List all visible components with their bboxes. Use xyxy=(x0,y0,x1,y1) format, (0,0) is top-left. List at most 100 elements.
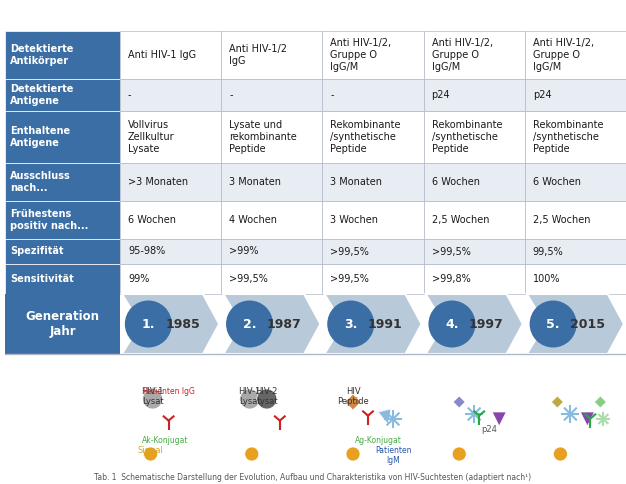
Text: -: - xyxy=(331,90,334,100)
Text: 1.: 1. xyxy=(141,318,155,331)
Bar xyxy=(5,201,120,239)
Bar xyxy=(424,31,525,79)
Text: >99,5%: >99,5% xyxy=(331,246,369,257)
Text: 1997: 1997 xyxy=(469,318,504,331)
Text: Rekombinante
/synthetische
Peptide: Rekombinante /synthetische Peptide xyxy=(331,121,401,153)
Text: Anti HIV-1/2
IgG: Anti HIV-1/2 IgG xyxy=(229,44,287,66)
Bar xyxy=(120,111,221,163)
Text: Generation
Jahr: Generation Jahr xyxy=(26,310,100,338)
Text: Anti HIV-1 IgG: Anti HIV-1 IgG xyxy=(128,50,196,60)
Polygon shape xyxy=(595,396,607,408)
Polygon shape xyxy=(345,394,361,410)
Text: 3.: 3. xyxy=(344,318,357,331)
Text: 6 Wochen: 6 Wochen xyxy=(533,177,581,187)
Text: 2.: 2. xyxy=(243,318,256,331)
Text: >99%: >99% xyxy=(229,246,259,257)
Text: Detektierte
Antikörper: Detektierte Antikörper xyxy=(10,44,73,66)
Text: Anti HIV-1/2,
Gruppe O
IgG/M: Anti HIV-1/2, Gruppe O IgG/M xyxy=(331,38,391,72)
Bar xyxy=(5,354,626,484)
Text: Signal: Signal xyxy=(138,446,163,455)
Text: >99,5%: >99,5% xyxy=(229,274,268,284)
Text: >3 Monaten: >3 Monaten xyxy=(128,177,188,187)
Text: -: - xyxy=(229,90,233,100)
Text: p24: p24 xyxy=(431,90,450,100)
Text: HIV-2
Lysat: HIV-2 Lysat xyxy=(255,387,278,407)
Text: 100%: 100% xyxy=(533,274,560,284)
Bar xyxy=(221,31,322,79)
Text: Lysate und
rekombinante
Peptide: Lysate und rekombinante Peptide xyxy=(229,121,297,153)
Bar xyxy=(322,79,424,111)
Bar xyxy=(221,264,322,294)
Circle shape xyxy=(240,389,260,409)
Circle shape xyxy=(227,301,272,347)
Text: Ausschluss
nach...: Ausschluss nach... xyxy=(10,171,71,193)
Circle shape xyxy=(143,447,158,461)
Bar xyxy=(322,111,424,163)
Text: Enthaltene
Antigene: Enthaltene Antigene xyxy=(10,126,70,148)
Bar xyxy=(424,201,525,239)
Bar xyxy=(424,239,525,264)
Bar xyxy=(424,111,525,163)
Text: 3 Wochen: 3 Wochen xyxy=(331,215,378,225)
Polygon shape xyxy=(426,294,523,354)
Text: 6 Wochen: 6 Wochen xyxy=(431,177,480,187)
Bar xyxy=(5,239,120,264)
Bar xyxy=(221,79,322,111)
Bar xyxy=(525,79,626,111)
Bar xyxy=(221,201,322,239)
Bar xyxy=(424,79,525,111)
Text: Frühestens
positiv nach...: Frühestens positiv nach... xyxy=(10,209,88,231)
Polygon shape xyxy=(378,409,391,424)
Bar xyxy=(322,264,424,294)
Bar xyxy=(525,239,626,264)
Polygon shape xyxy=(527,294,624,354)
Bar xyxy=(120,201,221,239)
Polygon shape xyxy=(552,396,563,408)
Bar xyxy=(120,239,221,264)
Text: 99,5%: 99,5% xyxy=(533,246,563,257)
Bar xyxy=(5,31,120,79)
Bar xyxy=(322,31,424,79)
Circle shape xyxy=(346,447,360,461)
Bar xyxy=(322,163,424,201)
Circle shape xyxy=(429,301,475,347)
Bar xyxy=(221,111,322,163)
Bar xyxy=(120,79,221,111)
Bar xyxy=(120,264,221,294)
Bar xyxy=(5,294,120,354)
Circle shape xyxy=(452,447,466,461)
Text: 5.: 5. xyxy=(546,318,560,331)
Text: HIV-1
Lysat: HIV-1 Lysat xyxy=(141,387,164,407)
Circle shape xyxy=(328,301,374,347)
Polygon shape xyxy=(122,294,219,354)
Text: >99,8%: >99,8% xyxy=(431,274,470,284)
Polygon shape xyxy=(453,396,465,408)
Bar xyxy=(424,163,525,201)
Text: Rekombinante
/synthetische
Peptide: Rekombinante /synthetische Peptide xyxy=(533,121,603,153)
Circle shape xyxy=(553,447,567,461)
Text: 6 Wochen: 6 Wochen xyxy=(128,215,176,225)
Bar xyxy=(221,163,322,201)
Text: 4 Wochen: 4 Wochen xyxy=(229,215,277,225)
Polygon shape xyxy=(324,294,421,354)
Text: >99,5%: >99,5% xyxy=(331,274,369,284)
Text: Anti HIV-1/2,
Gruppe O
IgG/M: Anti HIV-1/2, Gruppe O IgG/M xyxy=(431,38,493,72)
Bar xyxy=(5,79,120,111)
Text: Vollvirus
Zellkultur
Lysate: Vollvirus Zellkultur Lysate xyxy=(128,121,175,153)
Bar xyxy=(322,201,424,239)
Bar xyxy=(322,239,424,264)
Text: Ag-Konjugat: Ag-Konjugat xyxy=(354,436,401,445)
Bar xyxy=(525,31,626,79)
Bar xyxy=(5,111,120,163)
Text: Patienten
IgM: Patienten IgM xyxy=(375,446,411,466)
Text: 2015: 2015 xyxy=(570,318,605,331)
Text: 3 Monaten: 3 Monaten xyxy=(331,177,382,187)
Bar xyxy=(525,163,626,201)
Text: HIV
Peptide: HIV Peptide xyxy=(337,387,369,407)
Circle shape xyxy=(257,389,277,409)
Text: 95-98%: 95-98% xyxy=(128,246,165,257)
Text: 2,5 Wochen: 2,5 Wochen xyxy=(431,215,489,225)
Polygon shape xyxy=(580,412,595,426)
Circle shape xyxy=(126,301,171,347)
Circle shape xyxy=(245,447,259,461)
